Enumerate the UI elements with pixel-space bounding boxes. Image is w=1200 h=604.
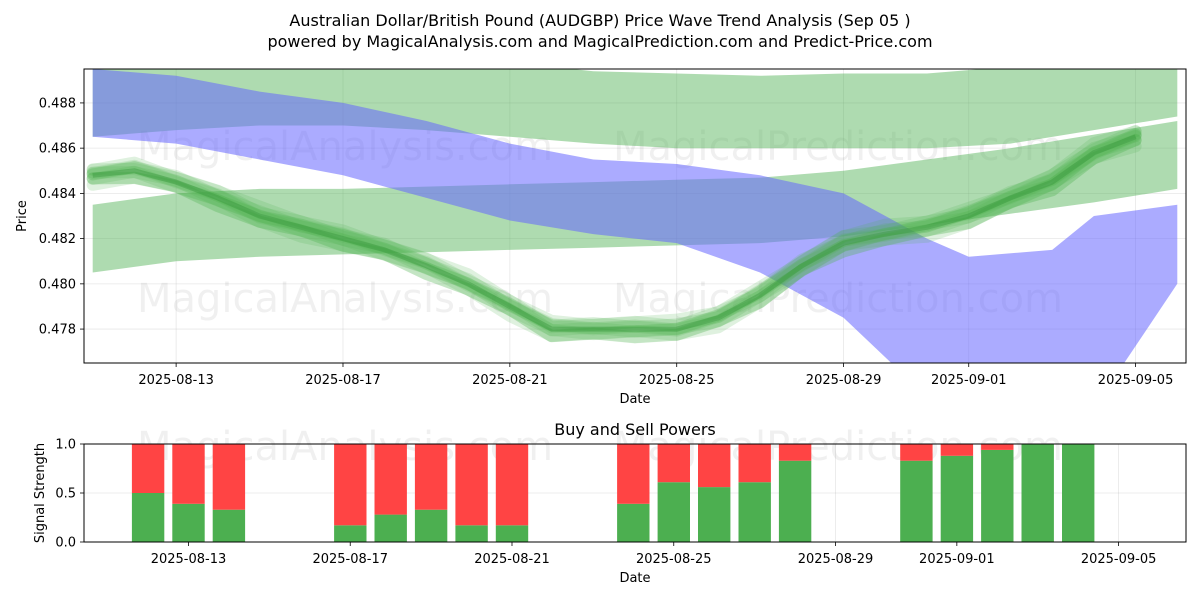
power-xtick-label: 2025-08-25 bbox=[636, 552, 712, 567]
price-plot-frame bbox=[83, 68, 1187, 364]
power-xtick-label: 2025-09-01 bbox=[919, 552, 995, 567]
buy-bar bbox=[374, 514, 407, 542]
power-xtick-label: 2025-09-05 bbox=[1081, 552, 1157, 567]
price-ytick-label: 0.488 bbox=[39, 96, 76, 111]
price-ytick-label: 0.482 bbox=[39, 232, 76, 247]
sell-bar bbox=[414, 444, 448, 510]
buy-bar bbox=[617, 503, 650, 542]
sell-bar bbox=[172, 444, 205, 504]
watermark-left-2: MagicalAnalysis.com bbox=[137, 276, 553, 322]
power-ytick-label: 0.0 bbox=[55, 536, 76, 551]
buy-bar bbox=[1021, 444, 1054, 542]
sell-bar bbox=[981, 444, 1014, 450]
sell-bar bbox=[212, 444, 246, 510]
sell-bar bbox=[940, 444, 974, 456]
buy-bar bbox=[981, 449, 1014, 542]
watermark-right: MagicalPrediction.com bbox=[613, 124, 1063, 170]
price-ytick-label: 0.478 bbox=[39, 323, 76, 338]
power-ytick-label: 0.5 bbox=[55, 487, 76, 502]
buy-bar bbox=[212, 509, 246, 542]
price-ytick-label: 0.484 bbox=[39, 187, 76, 202]
price-wave-line bbox=[86, 134, 1142, 343]
power-xlabel: Date bbox=[619, 571, 650, 586]
sell-bar bbox=[698, 444, 731, 488]
price-ticks: 2025-08-13 2025-08-17 2025-08-21 2025-08-25… bbox=[39, 96, 1174, 388]
power-plot-frame bbox=[83, 443, 1187, 543]
buy-bar bbox=[738, 482, 771, 542]
price-wave-line bbox=[86, 128, 1142, 338]
sell-bar bbox=[657, 444, 690, 483]
buy-bar bbox=[1062, 444, 1095, 542]
price-wave-line bbox=[86, 134, 1142, 341]
buy-bar bbox=[334, 525, 367, 542]
buy-bar bbox=[778, 460, 812, 542]
price-xtick-label: 2025-08-17 bbox=[305, 373, 381, 388]
sell-bar bbox=[900, 444, 933, 461]
sell-bar bbox=[738, 444, 771, 483]
price-bands bbox=[86, 69, 1178, 363]
sell-bar bbox=[495, 444, 529, 526]
price-wave-line bbox=[86, 125, 1142, 331]
sell-bar bbox=[455, 444, 488, 526]
power-ticks: 2025-08-13 2025-08-17 2025-08-21 2025-08-25… bbox=[55, 438, 1156, 568]
buy-bar bbox=[657, 482, 690, 542]
price-wave-line bbox=[86, 130, 1142, 333]
price-xtick-label: 2025-08-29 bbox=[806, 373, 882, 388]
price-xtick-label: 2025-09-05 bbox=[1098, 373, 1174, 388]
buy-bar bbox=[940, 455, 974, 542]
price-wave-line bbox=[86, 125, 1142, 334]
buy-bar bbox=[172, 503, 205, 542]
power-ylabel: Signal Strength bbox=[33, 443, 48, 543]
price-wave-line bbox=[86, 128, 1142, 336]
sell-bar bbox=[617, 444, 650, 504]
power-xtick-label: 2025-08-17 bbox=[312, 552, 388, 567]
price-xtick-label: 2025-09-01 bbox=[931, 373, 1007, 388]
price-wave-line bbox=[86, 129, 1142, 337]
chart-subtitle: powered by MagicalAnalysis.com and Magic… bbox=[267, 32, 932, 51]
power-plot: Buy and Sell Powers MagicalAnalysis.com … bbox=[33, 420, 1187, 586]
buy-bar bbox=[455, 525, 488, 542]
buy-bar bbox=[131, 493, 165, 542]
buy-bar bbox=[414, 509, 448, 542]
power-ytick-label: 1.0 bbox=[55, 438, 76, 453]
price-xtick-label: 2025-08-13 bbox=[138, 373, 214, 388]
price-xtick-label: 2025-08-25 bbox=[639, 373, 715, 388]
price-xlabel: Date bbox=[619, 392, 650, 407]
power-title: Buy and Sell Powers bbox=[554, 420, 716, 439]
buy-bar bbox=[698, 487, 731, 542]
buy-bar bbox=[495, 525, 529, 542]
price-wave-core bbox=[92, 134, 1137, 332]
price-xtick-label: 2025-08-21 bbox=[472, 373, 548, 388]
sell-bar bbox=[778, 444, 812, 461]
price-ylabel: Price bbox=[15, 200, 30, 232]
power-xtick-label: 2025-08-21 bbox=[474, 552, 550, 567]
sell-bar bbox=[334, 444, 367, 526]
buy-bar bbox=[900, 460, 933, 542]
sell-bar bbox=[374, 444, 407, 515]
green-trend-band bbox=[92, 69, 1178, 149]
price-ytick-label: 0.486 bbox=[39, 142, 76, 157]
power-xtick-label: 2025-08-29 bbox=[798, 552, 874, 567]
sell-bar bbox=[131, 444, 165, 493]
price-wave-line bbox=[86, 133, 1142, 344]
power-xtick-label: 2025-08-13 bbox=[151, 552, 227, 567]
price-wave-line bbox=[86, 140, 1142, 344]
price-plot: MagicalAnalysis.com MagicalPrediction.co… bbox=[15, 68, 1187, 407]
blue-trend-band bbox=[92, 69, 1178, 363]
power-bars bbox=[131, 444, 1095, 542]
price-ytick-label: 0.480 bbox=[39, 277, 76, 292]
chart-title: Australian Dollar/British Pound (AUDGBP)… bbox=[289, 11, 910, 30]
